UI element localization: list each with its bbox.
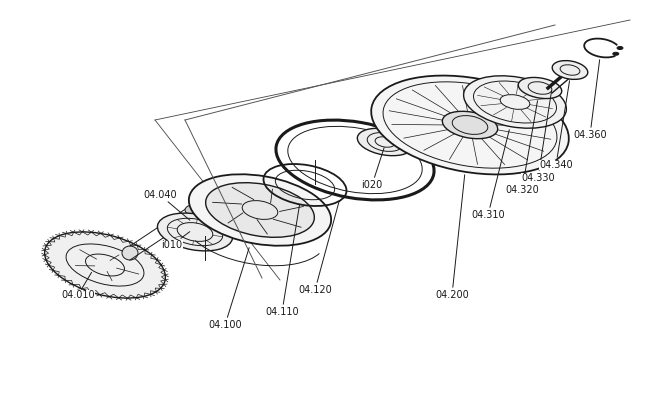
Text: 04.120: 04.120 (298, 201, 339, 295)
Text: 04.100: 04.100 (208, 248, 249, 330)
Text: 04.360: 04.360 (573, 60, 607, 140)
Text: i010: i010 (161, 232, 190, 250)
Ellipse shape (357, 128, 413, 156)
Ellipse shape (189, 174, 331, 246)
Text: 04.330: 04.330 (521, 91, 555, 183)
Ellipse shape (206, 183, 314, 237)
Ellipse shape (185, 205, 201, 215)
Ellipse shape (518, 78, 562, 98)
Text: i020: i020 (361, 148, 384, 190)
Text: 04.310: 04.310 (471, 130, 509, 220)
Text: 04.340: 04.340 (539, 81, 573, 170)
Text: 04.200: 04.200 (435, 175, 469, 300)
Text: 04.110: 04.110 (265, 205, 299, 317)
Ellipse shape (552, 61, 588, 79)
Ellipse shape (122, 246, 138, 260)
Ellipse shape (371, 76, 569, 174)
Text: 04.320: 04.320 (505, 101, 539, 195)
Ellipse shape (617, 46, 623, 50)
Text: 04.040: 04.040 (143, 190, 190, 220)
Ellipse shape (45, 232, 165, 298)
Ellipse shape (613, 52, 619, 55)
Text: 04.010: 04.010 (61, 272, 95, 300)
Ellipse shape (158, 213, 232, 251)
Ellipse shape (464, 76, 566, 128)
Ellipse shape (442, 111, 497, 139)
